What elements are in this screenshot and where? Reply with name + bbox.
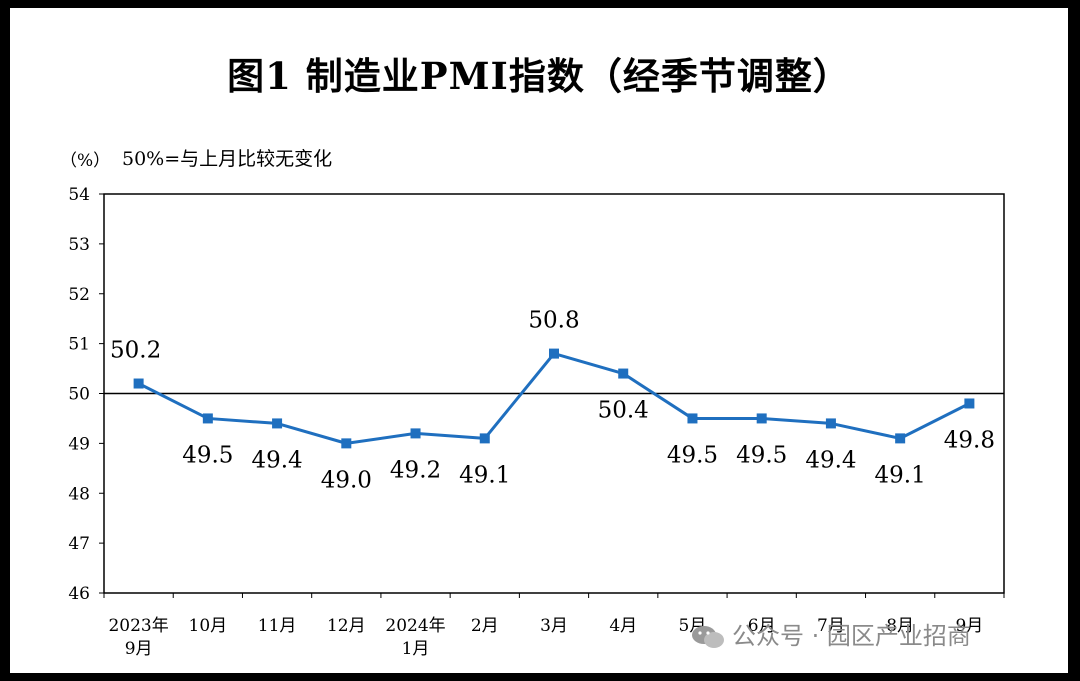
- x-tick-label: 10月: [189, 616, 228, 636]
- y-tick-label: 50: [68, 385, 90, 405]
- y-tick-label: 52: [68, 285, 90, 305]
- data-point-marker: [479, 433, 490, 444]
- data-point-marker: [272, 418, 283, 429]
- x-tick-label: 4月: [609, 616, 637, 636]
- x-tick-label: 9月: [125, 639, 153, 659]
- x-tick-label: 8月: [886, 616, 914, 636]
- x-tick-label: 2023年: [108, 616, 168, 636]
- data-point-marker: [618, 368, 629, 379]
- wechat-icon: [692, 626, 724, 648]
- y-tick-label: 47: [68, 534, 90, 554]
- y-tick-label: 48: [68, 484, 90, 504]
- x-tick-label: 2024年: [385, 616, 445, 636]
- data-label: 49.8: [944, 427, 995, 453]
- data-label: 49.4: [251, 447, 302, 473]
- data-label: 49.4: [805, 447, 856, 473]
- data-label: 49.1: [875, 462, 926, 488]
- data-point-marker: [341, 438, 352, 449]
- y-tick-label: 46: [68, 584, 90, 604]
- x-tick-label: 9月: [955, 616, 983, 636]
- y-tick-label: 49: [68, 434, 90, 454]
- chart-note: 50%=与上月比较无变化: [122, 148, 333, 170]
- series-line: [137, 352, 971, 445]
- y-tick-label: 53: [68, 235, 90, 255]
- watermark-text: 公众号 · 园区产业招商: [732, 622, 971, 650]
- data-label: 50.2: [110, 338, 161, 364]
- x-tick-label: 12月: [327, 616, 366, 636]
- data-label: 49.0: [321, 467, 372, 493]
- data-label: 49.5: [736, 442, 787, 468]
- data-point-marker: [133, 378, 144, 389]
- data-label: 49.2: [390, 457, 441, 483]
- x-tick-label: 3月: [540, 616, 568, 636]
- y-tick-label: 51: [68, 335, 90, 355]
- x-tick-label: 1月: [402, 639, 430, 659]
- data-label: 50.4: [598, 398, 649, 424]
- data-label: 50.8: [528, 308, 579, 334]
- y-tick-label: 54: [68, 185, 90, 205]
- data-label: 49.5: [182, 442, 233, 468]
- data-point-marker: [410, 428, 421, 439]
- x-tick-label: 7月: [817, 616, 845, 636]
- data-point-marker: [895, 433, 906, 444]
- data-point-marker: [756, 413, 767, 424]
- watermark: 公众号 · 园区产业招商: [690, 616, 971, 651]
- data-point-marker: [964, 398, 975, 409]
- x-tick-label: 6月: [748, 616, 776, 636]
- y-axis-unit: （%）: [60, 151, 111, 171]
- x-tick-label: 11月: [258, 616, 297, 636]
- chart-title: 图1 制造业PMI指数（经季节调整）: [227, 54, 851, 98]
- data-point-marker: [202, 413, 213, 424]
- data-label: 49.5: [667, 442, 718, 468]
- x-tick-label: 2月: [471, 616, 499, 636]
- data-point-marker: [549, 348, 559, 359]
- chart-frame: 图1 制造业PMI指数（经季节调整） （%） 50%=与上月比较无变化: [10, 8, 1068, 673]
- data-point-marker: [825, 418, 836, 429]
- data-point-marker: [687, 413, 698, 424]
- data-label: 49.1: [459, 462, 510, 488]
